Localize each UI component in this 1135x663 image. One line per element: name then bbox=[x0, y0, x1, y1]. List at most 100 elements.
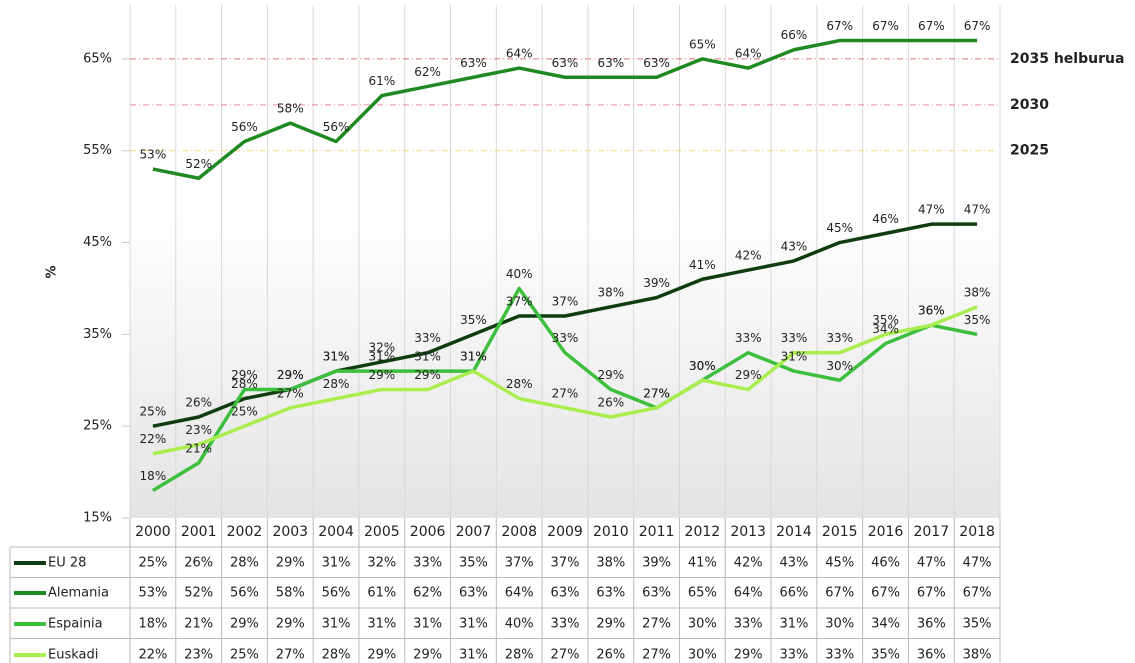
data-label: 46% bbox=[872, 212, 899, 226]
data-label: 66% bbox=[781, 28, 808, 42]
data-label: 28% bbox=[323, 377, 350, 391]
x-tick-label: 2005 bbox=[364, 524, 400, 540]
table-cell: 27% bbox=[276, 648, 305, 663]
data-label: 36% bbox=[918, 304, 945, 318]
table-cell: 45% bbox=[825, 556, 854, 571]
table-cell: 36% bbox=[917, 617, 946, 632]
y-tick-label: 25% bbox=[83, 419, 112, 434]
data-label: 61% bbox=[369, 74, 396, 88]
data-label: 64% bbox=[735, 47, 762, 61]
data-label: 28% bbox=[231, 377, 258, 391]
table-cell: 56% bbox=[230, 586, 259, 601]
x-tick-label: 2000 bbox=[135, 524, 171, 540]
x-tick-label: 2002 bbox=[227, 524, 263, 540]
table-cell: 63% bbox=[551, 586, 580, 601]
data-label: 43% bbox=[781, 239, 808, 253]
data-label: 56% bbox=[231, 120, 258, 134]
table-cell: 23% bbox=[184, 648, 213, 663]
data-label: 63% bbox=[597, 56, 624, 70]
table-cell: 39% bbox=[642, 556, 671, 571]
table-cell: 26% bbox=[184, 556, 213, 571]
data-label: 35% bbox=[460, 313, 487, 327]
data-label: 29% bbox=[414, 368, 441, 382]
data-label: 27% bbox=[643, 386, 670, 400]
table-cell: 31% bbox=[459, 648, 488, 663]
x-tick-label: 2003 bbox=[272, 524, 308, 540]
data-label: 52% bbox=[185, 157, 212, 171]
data-label: 26% bbox=[185, 396, 212, 410]
data-label: 30% bbox=[826, 359, 853, 373]
table-cell: 35% bbox=[871, 648, 900, 663]
data-label: 31% bbox=[414, 350, 441, 364]
table-cell: 31% bbox=[322, 617, 351, 632]
data-label: 64% bbox=[506, 47, 533, 61]
table-cell: 29% bbox=[276, 617, 305, 632]
data-label: 67% bbox=[964, 19, 991, 33]
data-label: 67% bbox=[826, 19, 853, 33]
data-label: 27% bbox=[277, 386, 304, 400]
table-cell: 61% bbox=[367, 586, 396, 601]
data-label: 37% bbox=[506, 295, 533, 309]
table-cell: 28% bbox=[322, 648, 351, 663]
table-cell: 64% bbox=[734, 586, 763, 601]
table-cell: 35% bbox=[963, 617, 992, 632]
table-cell: 43% bbox=[779, 556, 808, 571]
table-cell: 27% bbox=[642, 617, 671, 632]
data-label: 31% bbox=[781, 350, 808, 364]
table-cell: 63% bbox=[642, 586, 671, 601]
data-label: 40% bbox=[506, 267, 533, 281]
data-label: 56% bbox=[323, 120, 350, 134]
table-cell: 31% bbox=[367, 617, 396, 632]
table-cell: 28% bbox=[505, 648, 534, 663]
table-cell: 63% bbox=[459, 586, 488, 601]
data-label: 29% bbox=[369, 368, 396, 382]
data-label: 29% bbox=[735, 368, 762, 382]
x-tick-label: 2004 bbox=[318, 524, 354, 540]
y-tick-label: 55% bbox=[83, 143, 112, 158]
data-label: 38% bbox=[597, 285, 624, 299]
series-line bbox=[152, 305, 978, 456]
data-label: 65% bbox=[689, 37, 716, 51]
data-label: 31% bbox=[323, 350, 350, 364]
table-cell: 65% bbox=[688, 586, 717, 601]
table-cell: 27% bbox=[551, 648, 580, 663]
table-cell: 53% bbox=[138, 586, 167, 601]
data-label: 21% bbox=[185, 441, 212, 455]
series-line bbox=[152, 38, 978, 181]
table-cell: 37% bbox=[551, 556, 580, 571]
data-label: 67% bbox=[918, 19, 945, 33]
data-label: 38% bbox=[964, 285, 991, 299]
data-label: 26% bbox=[597, 396, 624, 410]
data-label: 45% bbox=[826, 221, 853, 235]
table-cell: 31% bbox=[459, 617, 488, 632]
table-cell: 33% bbox=[825, 648, 854, 663]
data-label: 29% bbox=[231, 368, 258, 382]
x-tick-label: 2014 bbox=[776, 524, 812, 540]
target-label: 2025 bbox=[1010, 143, 1049, 159]
table-cell: 52% bbox=[184, 586, 213, 601]
data-label: 47% bbox=[964, 203, 991, 217]
x-tick-label: 2001 bbox=[181, 524, 217, 540]
legend-label: EU 28 bbox=[48, 556, 86, 571]
table-cell: 56% bbox=[322, 586, 351, 601]
data-label: 33% bbox=[781, 331, 808, 345]
data-label: 63% bbox=[552, 56, 579, 70]
data-label: 35% bbox=[964, 313, 991, 327]
table-cell: 29% bbox=[734, 648, 763, 663]
table-cell: 21% bbox=[184, 617, 213, 632]
x-tick-label: 2008 bbox=[501, 524, 537, 540]
table-cell: 30% bbox=[825, 617, 854, 632]
table-cell: 29% bbox=[413, 648, 442, 663]
data-label: 31% bbox=[460, 350, 487, 364]
table-cell: 31% bbox=[322, 556, 351, 571]
table-cell: 66% bbox=[779, 586, 808, 601]
table-cell: 33% bbox=[413, 556, 442, 571]
y-tick-label: 45% bbox=[83, 235, 112, 250]
data-label: 53% bbox=[140, 148, 167, 162]
data-label: 22% bbox=[140, 432, 167, 446]
table-cell: 67% bbox=[871, 586, 900, 601]
table-cell: 42% bbox=[734, 556, 763, 571]
table-cell: 35% bbox=[459, 556, 488, 571]
table-cell: 67% bbox=[963, 586, 992, 601]
target-label: 2035 helburua bbox=[1010, 51, 1124, 67]
